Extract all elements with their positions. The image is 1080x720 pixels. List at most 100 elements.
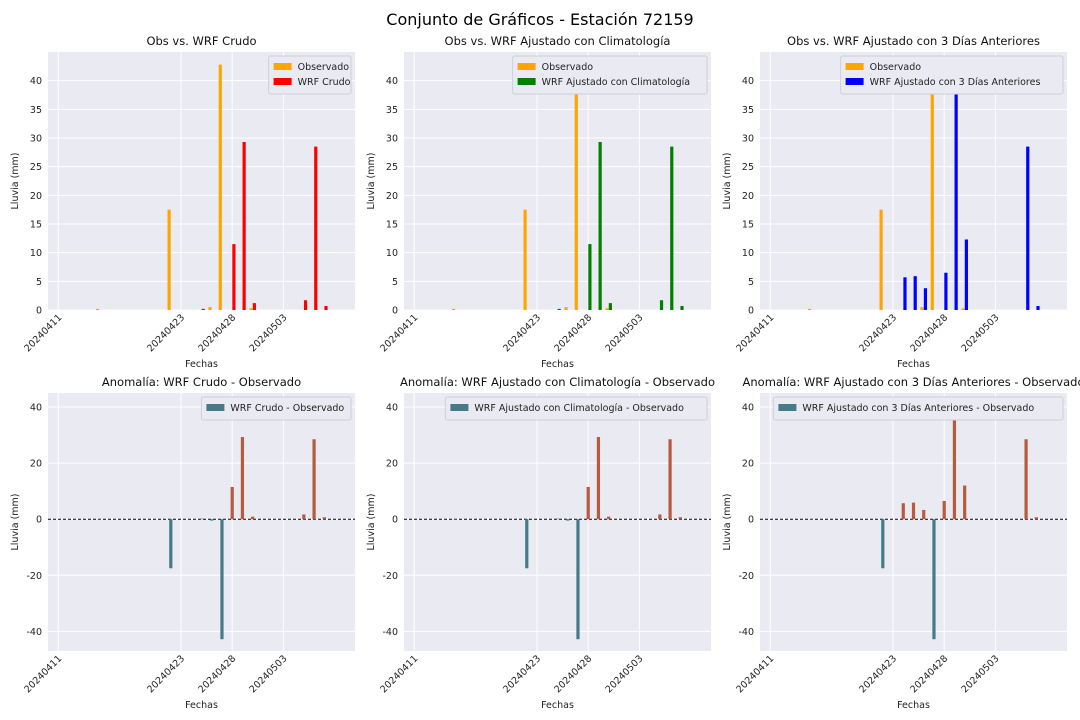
x-tick-label: 20240503 xyxy=(248,312,290,354)
x-tick-label: 20240503 xyxy=(960,653,1002,695)
bar xyxy=(451,308,456,310)
y-tick-label: 40 xyxy=(742,403,754,414)
bar xyxy=(201,308,205,310)
x-axis-label: Fechas xyxy=(185,359,218,370)
y-tick-label: -40 xyxy=(26,627,42,638)
bar xyxy=(952,405,957,520)
x-tick-label: 20240411 xyxy=(378,653,420,695)
y-tick-label: 0 xyxy=(36,306,42,317)
figure-title: Conjunto de Gráficos - Estación 72159 xyxy=(386,10,694,29)
bar xyxy=(252,303,256,310)
y-tick-label: 30 xyxy=(386,134,398,145)
subplot-6: -40 -20 0 20 40 20240411 20240423 20240428 20240… xyxy=(722,375,1080,711)
legend-label: WRF Ajustado con 3 Días Anteriores xyxy=(870,77,1041,88)
legend-swatch xyxy=(517,78,536,85)
bar xyxy=(901,503,905,520)
y-tick-label: 40 xyxy=(386,76,398,87)
plot-area xyxy=(48,52,355,310)
y-tick-label: -20 xyxy=(738,571,754,582)
legend-label: Observado xyxy=(870,62,922,73)
bar xyxy=(314,146,318,310)
bar xyxy=(1034,517,1038,520)
legend-swatch xyxy=(845,78,864,85)
bar xyxy=(961,308,965,310)
x-tick-label: 20240428 xyxy=(908,312,950,354)
plot-area xyxy=(760,52,1067,310)
y-tick-label: 40 xyxy=(386,403,398,414)
legend: Observado WRF Ajustado con Climatología xyxy=(512,55,708,95)
x-tick-label: 20240423 xyxy=(145,312,187,354)
bar xyxy=(95,308,100,310)
bar xyxy=(312,439,316,520)
plot-area xyxy=(760,393,1067,651)
legend: Observado WRF Ajustado con 3 Días Anterio… xyxy=(840,55,1064,95)
bar xyxy=(605,308,609,310)
x-axis-label: Fechas xyxy=(897,359,930,370)
y-tick-label: 0 xyxy=(392,515,398,526)
bar xyxy=(1026,146,1030,310)
legend: WRF Ajustado con Climatología - Observad… xyxy=(444,396,708,421)
bar xyxy=(879,209,883,310)
bar xyxy=(944,272,948,310)
plot-area xyxy=(404,52,711,310)
x-tick-label: 20240423 xyxy=(857,653,899,695)
bar xyxy=(251,516,255,520)
bar xyxy=(954,77,958,310)
bar xyxy=(930,64,934,310)
y-tick-label: 40 xyxy=(30,403,42,414)
legend-label: WRF Ajustado con 3 Días Anteriores - Obs… xyxy=(802,403,1034,414)
legend-box xyxy=(444,396,708,421)
bar xyxy=(903,277,907,310)
subplot-title: Obs vs. WRF Crudo xyxy=(146,34,256,48)
subplot-1: 0 5 10 15 20 25 30 35 40 20240411 20240423 20240428… xyxy=(10,34,355,370)
legend-label: WRF Ajustado con Climatología - Observad… xyxy=(474,403,684,414)
x-tick-label: 20240423 xyxy=(145,653,187,695)
bar xyxy=(97,519,101,520)
bar xyxy=(169,519,173,569)
bar xyxy=(453,519,457,520)
subplot-5: -40 -20 0 20 40 20240411 20240423 20240428 20240… xyxy=(366,375,715,711)
legend-box xyxy=(840,55,1064,95)
bar xyxy=(555,518,560,520)
bar xyxy=(608,303,612,310)
y-tick-label: 0 xyxy=(36,515,42,526)
y-tick-label: 5 xyxy=(748,277,754,288)
bar xyxy=(210,519,214,521)
bar xyxy=(576,519,580,640)
bar xyxy=(218,64,222,310)
y-tick-label: 20 xyxy=(30,191,42,202)
plot-area xyxy=(404,393,711,651)
bar xyxy=(680,305,684,310)
bar xyxy=(523,209,527,310)
x-tick-label: 20240423 xyxy=(501,312,543,354)
y-tick-label: 25 xyxy=(386,162,398,173)
legend: WRF Ajustado con 3 Días Anteriores - Obs… xyxy=(772,396,1064,421)
y-axis-label: Lluvia (mm) xyxy=(10,153,21,210)
subplot-title: Anomalía: WRF Crudo - Observado xyxy=(102,375,301,389)
bar xyxy=(199,518,204,520)
y-tick-label: 35 xyxy=(30,105,42,116)
bar xyxy=(670,146,674,310)
x-tick-label: 20240428 xyxy=(196,312,238,354)
legend: WRF Crudo - Observado xyxy=(200,396,352,421)
y-tick-label: 30 xyxy=(742,134,754,145)
bar xyxy=(324,305,328,310)
x-tick-label: 20240428 xyxy=(552,312,594,354)
y-tick-label: 15 xyxy=(742,220,754,231)
y-tick-label: 40 xyxy=(742,76,754,87)
bar xyxy=(208,307,212,310)
legend-label: WRF Crudo - Observado xyxy=(230,403,344,414)
legend-box xyxy=(512,55,708,95)
x-axis-label: Fechas xyxy=(541,359,574,370)
bar xyxy=(167,209,171,310)
legend-swatch xyxy=(206,404,225,411)
legend: Observado WRF Crudo xyxy=(268,55,352,95)
y-tick-label: 15 xyxy=(386,220,398,231)
bar xyxy=(220,519,224,640)
x-tick-label: 20240411 xyxy=(22,653,64,695)
y-tick-label: -40 xyxy=(738,627,754,638)
y-tick-label: -20 xyxy=(26,571,42,582)
legend-label: WRF Crudo xyxy=(298,77,351,88)
bar xyxy=(249,308,253,310)
